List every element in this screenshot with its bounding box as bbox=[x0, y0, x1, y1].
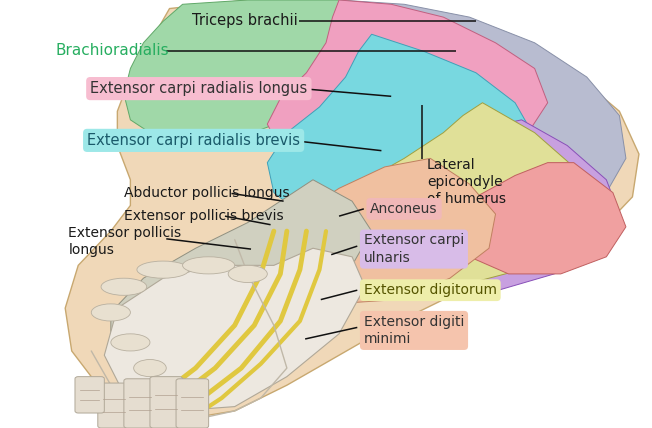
Text: Abductor pollicis longus: Abductor pollicis longus bbox=[124, 187, 289, 200]
Text: Extensor carpi radialis brevis: Extensor carpi radialis brevis bbox=[87, 133, 300, 148]
Text: Lateral
epicondyle
of humerus: Lateral epicondyle of humerus bbox=[427, 158, 506, 206]
Ellipse shape bbox=[111, 334, 150, 351]
Polygon shape bbox=[267, 0, 548, 171]
Text: Extensor carpi radialis longus: Extensor carpi radialis longus bbox=[90, 81, 308, 96]
Polygon shape bbox=[111, 180, 372, 368]
Polygon shape bbox=[124, 0, 378, 141]
FancyBboxPatch shape bbox=[75, 377, 104, 413]
Ellipse shape bbox=[183, 257, 235, 274]
Text: Anconeus: Anconeus bbox=[370, 202, 438, 216]
Ellipse shape bbox=[134, 360, 166, 377]
Ellipse shape bbox=[228, 265, 267, 282]
Polygon shape bbox=[313, 103, 587, 291]
FancyBboxPatch shape bbox=[150, 377, 183, 428]
Polygon shape bbox=[267, 34, 535, 227]
Polygon shape bbox=[104, 248, 365, 411]
FancyBboxPatch shape bbox=[98, 383, 130, 428]
Text: Extensor digiti
minimi: Extensor digiti minimi bbox=[364, 315, 464, 346]
Polygon shape bbox=[274, 158, 496, 304]
FancyBboxPatch shape bbox=[176, 379, 209, 428]
Text: Triceps brachii: Triceps brachii bbox=[192, 13, 297, 28]
Polygon shape bbox=[65, 0, 639, 419]
Ellipse shape bbox=[91, 304, 130, 321]
Polygon shape bbox=[339, 120, 619, 295]
Polygon shape bbox=[456, 163, 626, 274]
Text: Extensor carpi
ulnaris: Extensor carpi ulnaris bbox=[364, 233, 464, 265]
Text: Brachioradialis: Brachioradialis bbox=[55, 43, 169, 58]
FancyBboxPatch shape bbox=[124, 379, 156, 428]
Ellipse shape bbox=[101, 278, 147, 295]
Polygon shape bbox=[339, 0, 626, 244]
Text: Extensor digitorum: Extensor digitorum bbox=[364, 283, 497, 297]
Ellipse shape bbox=[153, 383, 186, 396]
Ellipse shape bbox=[137, 261, 189, 278]
Text: Extensor pollicis
longus: Extensor pollicis longus bbox=[68, 226, 182, 258]
Text: Extensor pollicis brevis: Extensor pollicis brevis bbox=[124, 209, 284, 223]
